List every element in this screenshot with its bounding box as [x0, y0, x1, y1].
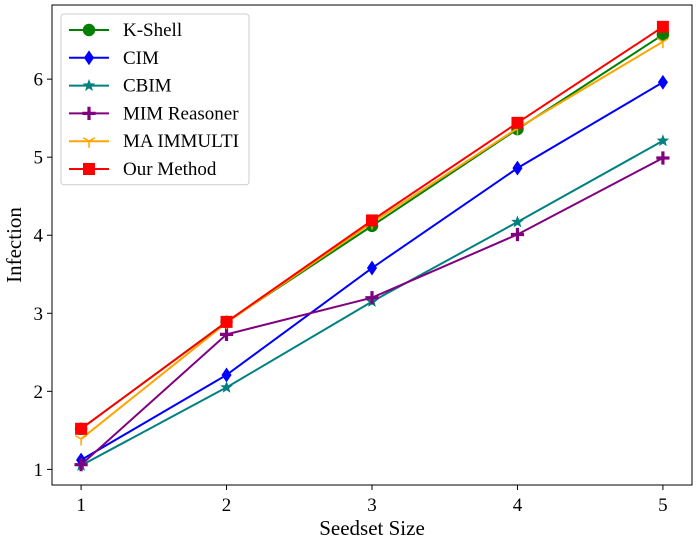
data-point	[219, 327, 234, 341]
legend-marker	[82, 106, 96, 120]
legend-item: K-Shell	[69, 20, 182, 41]
data-point	[75, 422, 88, 435]
x-tick-label: 1	[76, 495, 86, 516]
legend-marker	[83, 163, 95, 175]
series-our-method	[75, 20, 669, 435]
legend-marker	[82, 79, 96, 91]
legend-marker	[83, 50, 95, 66]
data-point	[657, 74, 668, 90]
axes-layer: 1 2 3 4 5 1 2 3 4 5 6	[34, 70, 668, 516]
data-point	[510, 227, 525, 242]
y-tick-label: 4	[34, 226, 44, 247]
data-point	[221, 367, 232, 383]
legend-label: K-Shell	[123, 20, 182, 41]
y-tick-label: 6	[34, 70, 44, 91]
legend-label: Our Method	[123, 159, 217, 180]
data-point	[75, 435, 88, 446]
series-mim-reasoner	[74, 151, 670, 472]
legend-item: MA IMMULTI	[69, 131, 239, 152]
legend-item: CIM	[69, 48, 159, 69]
legend-label: CIM	[123, 48, 159, 69]
data-point	[366, 214, 378, 227]
legend-marker	[82, 137, 96, 148]
data-point	[511, 116, 524, 129]
x-tick-label: 2	[222, 495, 232, 516]
data-point	[366, 260, 378, 276]
data-point	[511, 215, 524, 228]
legend-item: MIM Reasoner	[69, 103, 239, 124]
x-tick-label: 3	[367, 495, 377, 516]
legend: K-Shell CIM CBIM MIM Reasoner MA IMMULTI Our …	[60, 13, 250, 186]
y-tick-label: 2	[34, 382, 44, 403]
data-point	[656, 20, 669, 33]
x-tick-label: 4	[513, 495, 523, 516]
legend-label: CBIM	[123, 76, 172, 97]
data-point	[656, 37, 669, 49]
data-point	[512, 160, 523, 176]
y-tick-label: 1	[34, 460, 44, 481]
y-tick-label: 3	[34, 304, 44, 325]
x-tick-label: 5	[658, 495, 668, 516]
data-point	[656, 134, 670, 147]
data-point	[74, 458, 88, 472]
data-point	[656, 151, 670, 165]
legend-item: Our Method	[69, 159, 217, 180]
series-layer	[74, 20, 670, 472]
legend-label: MIM Reasoner	[123, 103, 239, 124]
legend-label: MA IMMULTI	[123, 131, 239, 152]
legend-item: CBIM	[69, 76, 172, 97]
data-point	[365, 291, 379, 305]
x-axis-label: Seedset Size	[319, 516, 425, 540]
data-point	[220, 315, 233, 328]
y-tick-label: 5	[34, 148, 44, 169]
legend-marker	[82, 23, 96, 37]
y-axis-label: Infection	[2, 207, 26, 283]
data-point	[220, 380, 233, 393]
